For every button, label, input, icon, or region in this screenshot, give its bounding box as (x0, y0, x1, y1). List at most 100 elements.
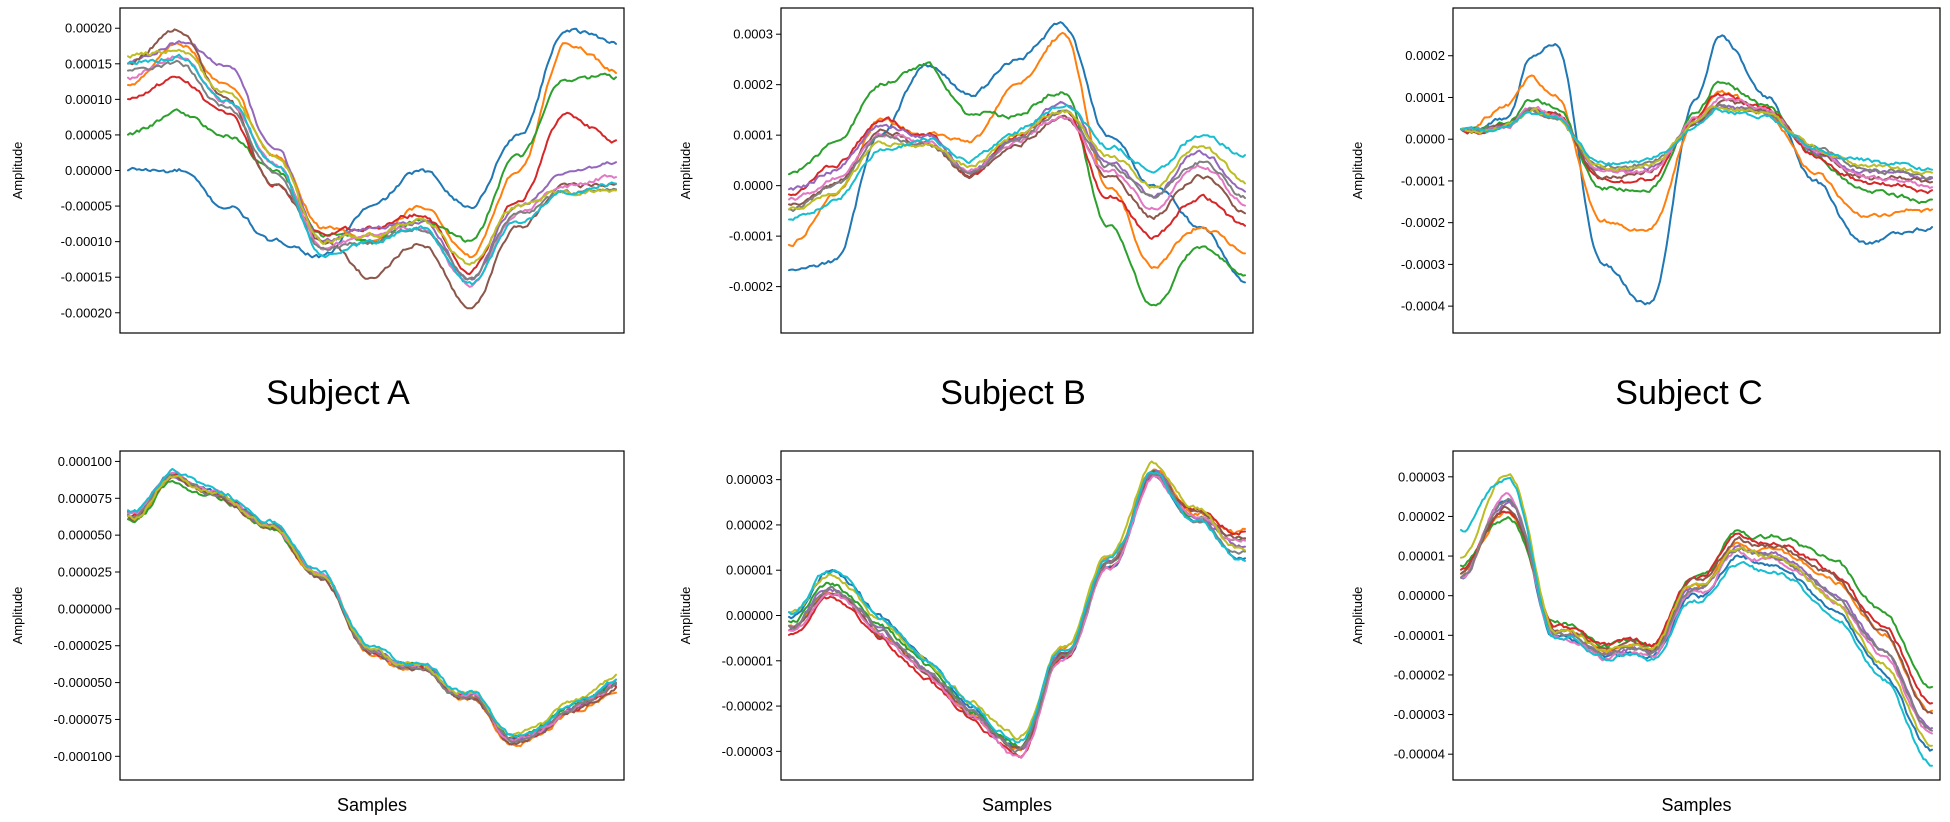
ytick-label: -0.000075 (53, 712, 112, 727)
ytick-label: 0.0001 (1405, 90, 1445, 105)
ytick-label: 0.00003 (726, 472, 773, 487)
series-line-3 (1460, 80, 1933, 205)
series-line-9 (127, 48, 617, 266)
ytick-label: 0.0000 (1405, 132, 1445, 147)
ytick-label: -0.000050 (53, 675, 112, 690)
ytick-label: -0.00003 (1394, 707, 1445, 722)
series-line-5 (127, 476, 617, 743)
ytick-label: 0.00000 (1398, 588, 1445, 603)
ytick-label: 0.00002 (726, 517, 773, 532)
series-line-2 (127, 474, 617, 748)
ytick-label: -0.00003 (722, 744, 773, 759)
ytick-label: -0.00004 (1394, 747, 1445, 762)
ytick-label: -0.0001 (729, 229, 773, 244)
series-line-9 (788, 460, 1246, 741)
series-line-9 (1460, 473, 1933, 747)
ytick-label: -0.00020 (61, 305, 112, 320)
chart-panel-c-bottom: -0.00004 -0.00003 -0.00002 -0.00001 0.00000 0… (1350, 450, 1941, 815)
ytick-label: 0.00001 (1398, 549, 1445, 564)
subject-label-b: Subject B (940, 374, 1086, 412)
ytick-label: -0.00002 (722, 699, 773, 714)
series-line-6 (127, 474, 617, 746)
series-line-1 (788, 21, 1246, 284)
ytick-label: -0.000100 (53, 749, 112, 764)
ytick-label: 0.000100 (58, 454, 112, 469)
series-line-10 (1460, 476, 1933, 767)
ylabel: Amplitude (678, 142, 693, 200)
ytick-label: 0.00003 (1398, 469, 1445, 484)
ytick-label: 0.00020 (65, 21, 112, 36)
series-line-8 (788, 109, 1246, 212)
subject-label-c: Subject C (1615, 374, 1762, 412)
series-line-7 (788, 115, 1246, 211)
series-line-2 (127, 42, 617, 259)
ytick-label: -0.00010 (61, 234, 112, 249)
ytick-label: 0.0002 (1405, 48, 1445, 63)
series-line-7 (127, 55, 617, 288)
chart-panel-a-bottom: -0.000100 -0.000075 -0.000050 -0.000025 0.00… (10, 450, 625, 815)
series-line-3 (127, 72, 617, 245)
ytick-label: 0.0000 (733, 178, 773, 193)
series-line-10 (788, 471, 1246, 744)
ylabel: Amplitude (10, 142, 25, 200)
series-line-8 (788, 472, 1246, 754)
chart-panel-a-top: -0.00020 -0.00015 -0.00010 -0.00005 0.00000 0… (10, 7, 625, 334)
series-line-5 (1460, 501, 1933, 730)
series-line-4 (788, 474, 1246, 758)
plot-frame (1452, 7, 1941, 334)
ytick-label: 0.000025 (58, 565, 112, 580)
plot-frame (119, 7, 625, 334)
ytick-label: 0.00015 (65, 56, 112, 71)
ytick-label: 0.0001 (733, 128, 773, 143)
ytick-label: -0.0002 (1401, 215, 1445, 230)
ytick-label: 0.00000 (65, 163, 112, 178)
xlabel: Samples (337, 795, 407, 815)
series-line-4 (127, 473, 617, 742)
ytick-label: 0.000050 (58, 528, 112, 543)
series-line-8 (1460, 103, 1933, 180)
ylabel: Amplitude (1350, 587, 1365, 645)
ytick-label: -0.00001 (1394, 628, 1445, 643)
series-line-1 (127, 474, 617, 740)
plot-frame (1452, 450, 1941, 781)
ytick-label: 0.0002 (733, 77, 773, 92)
ytick-label: 0.00005 (65, 127, 112, 142)
series-line-1 (127, 27, 617, 259)
series-line-5 (127, 40, 617, 281)
ylabel: Amplitude (10, 587, 25, 645)
ytick-label: 0.0003 (733, 27, 773, 42)
series-line-7 (127, 470, 617, 742)
ytick-label: -0.0004 (1401, 299, 1445, 314)
chart-panel-b-top: -0.0002 -0.0001 0.0000 0.0001 0.0002 0.0003 Am… (678, 7, 1254, 334)
ytick-label: -0.00001 (722, 653, 773, 668)
series-line-6 (788, 114, 1246, 220)
series-line-10 (1460, 107, 1933, 172)
series-line-10 (127, 53, 617, 286)
series-line-2 (788, 31, 1246, 269)
series-line-10 (127, 467, 617, 738)
plot-frame (780, 7, 1254, 334)
ytick-label: 0.000000 (58, 601, 112, 616)
xlabel: Samples (1661, 795, 1731, 815)
xlabel: Samples (982, 795, 1052, 815)
ytick-label: 0.00001 (726, 563, 773, 578)
plot-frame (119, 450, 625, 781)
ytick-label: -0.00005 (61, 199, 112, 214)
ytick-label: -0.0001 (1401, 173, 1445, 188)
ytick-label: -0.00002 (1394, 667, 1445, 682)
series-line-6 (1460, 505, 1933, 715)
subject-label-a: Subject A (266, 374, 410, 412)
series-line-7 (1460, 96, 1933, 189)
series-line-3 (788, 61, 1246, 307)
ytick-label: -0.0003 (1401, 257, 1445, 272)
ytick-label: -0.000025 (53, 638, 112, 653)
ytick-label: 0.00002 (1398, 509, 1445, 524)
series-line-10 (788, 103, 1246, 221)
ytick-label: 0.00000 (726, 608, 773, 623)
ytick-label: 0.000075 (58, 491, 112, 506)
ytick-label: -0.00015 (61, 270, 112, 285)
series-line-3 (127, 480, 617, 738)
chart-panel-b-bottom: -0.00003 -0.00002 -0.00001 0.00000 0.00001 0.… (678, 450, 1254, 815)
chart-panel-c-top: -0.0004 -0.0003 -0.0002 -0.0001 0.0000 0.0001… (1350, 7, 1941, 334)
